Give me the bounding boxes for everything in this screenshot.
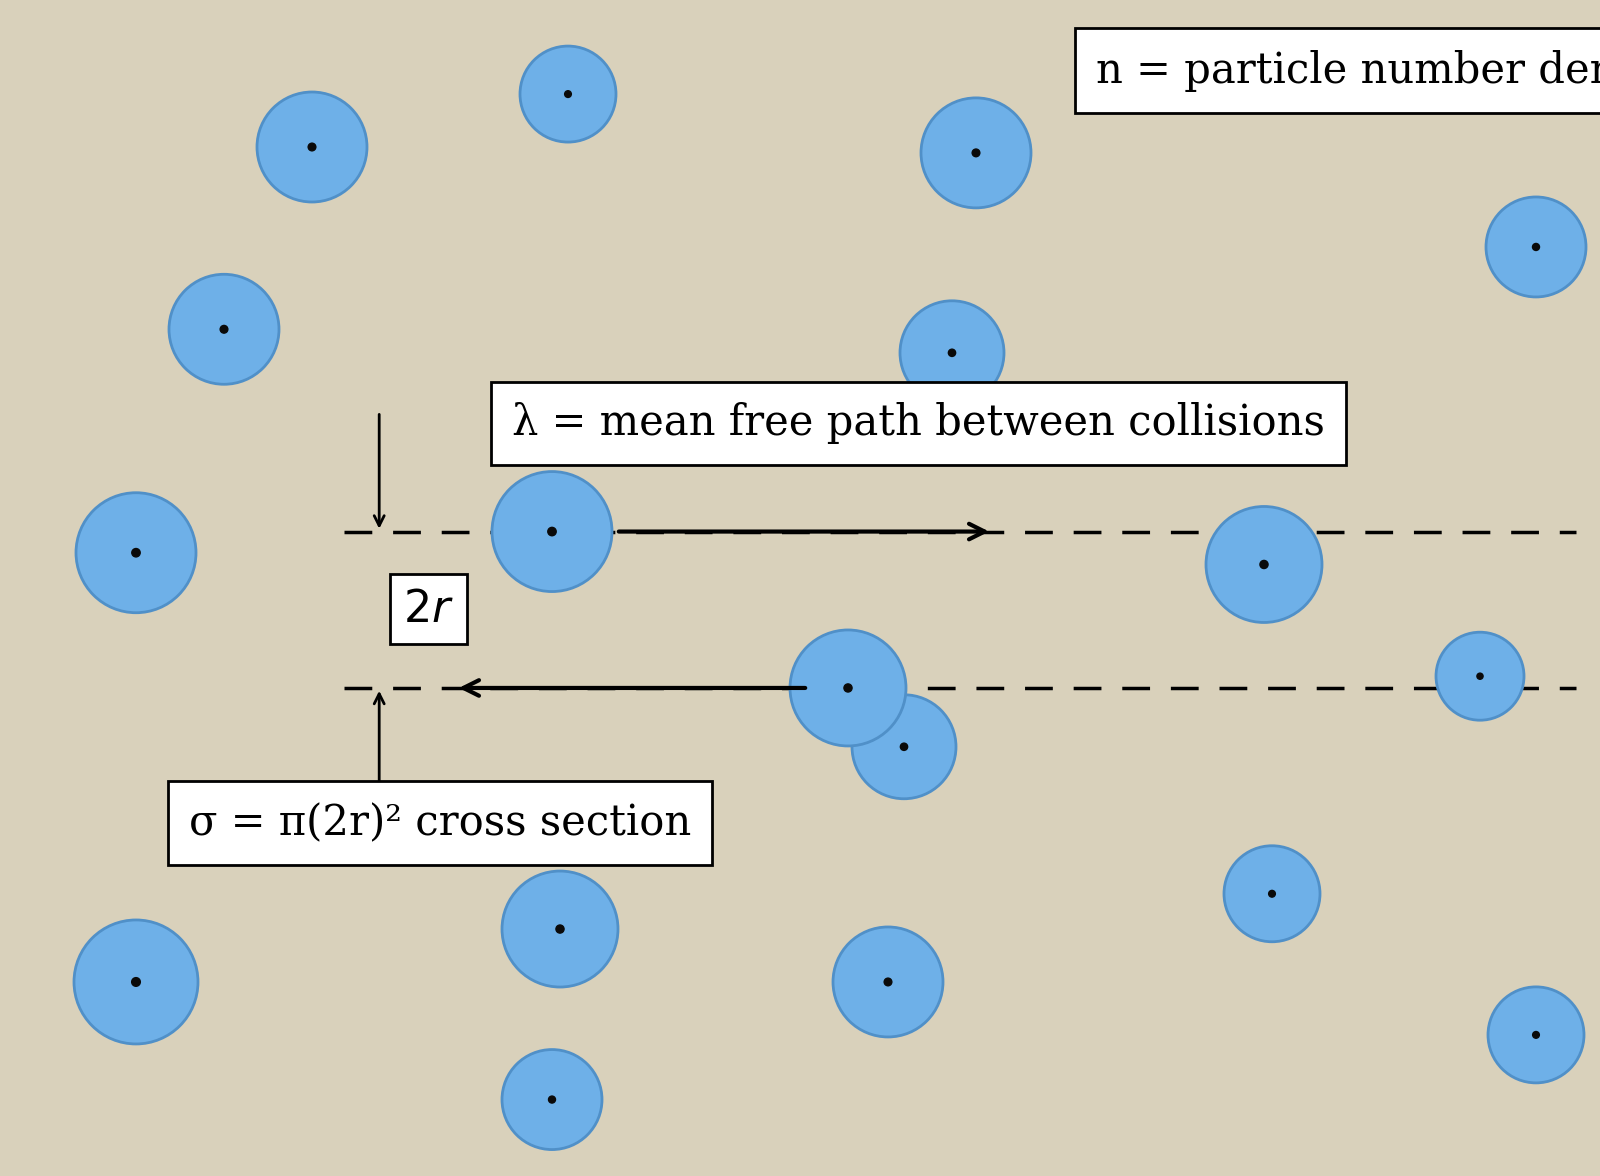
Circle shape xyxy=(899,301,1005,405)
Text: n = particle number density: n = particle number density xyxy=(1096,49,1600,92)
Circle shape xyxy=(851,695,955,799)
Circle shape xyxy=(1486,196,1586,298)
Circle shape xyxy=(1477,673,1483,680)
Text: $2r$: $2r$ xyxy=(403,588,454,630)
Circle shape xyxy=(1533,1031,1539,1038)
Circle shape xyxy=(309,143,315,151)
Circle shape xyxy=(834,927,942,1037)
Circle shape xyxy=(258,92,366,202)
Circle shape xyxy=(885,978,891,985)
Circle shape xyxy=(1488,987,1584,1083)
Circle shape xyxy=(1533,243,1539,250)
Circle shape xyxy=(520,46,616,142)
Circle shape xyxy=(1224,846,1320,942)
Circle shape xyxy=(1206,507,1322,622)
Circle shape xyxy=(555,926,565,933)
Text: σ = π(2r)² cross section: σ = π(2r)² cross section xyxy=(189,802,691,844)
Circle shape xyxy=(549,1096,555,1103)
Circle shape xyxy=(221,326,227,333)
Text: λ = mean free path between collisions: λ = mean free path between collisions xyxy=(512,402,1325,445)
Circle shape xyxy=(790,630,906,746)
Circle shape xyxy=(922,98,1030,208)
Circle shape xyxy=(502,871,618,987)
Circle shape xyxy=(77,493,195,613)
Circle shape xyxy=(973,149,979,156)
Circle shape xyxy=(493,472,611,592)
Circle shape xyxy=(170,274,278,385)
Circle shape xyxy=(843,684,853,691)
Circle shape xyxy=(1269,890,1275,897)
Circle shape xyxy=(565,91,571,98)
Circle shape xyxy=(131,977,141,987)
Circle shape xyxy=(901,743,907,750)
Circle shape xyxy=(131,548,141,557)
Circle shape xyxy=(1259,561,1269,568)
Circle shape xyxy=(74,920,198,1044)
Circle shape xyxy=(949,349,955,356)
Circle shape xyxy=(1437,633,1523,720)
Circle shape xyxy=(547,527,557,536)
Circle shape xyxy=(502,1049,602,1150)
